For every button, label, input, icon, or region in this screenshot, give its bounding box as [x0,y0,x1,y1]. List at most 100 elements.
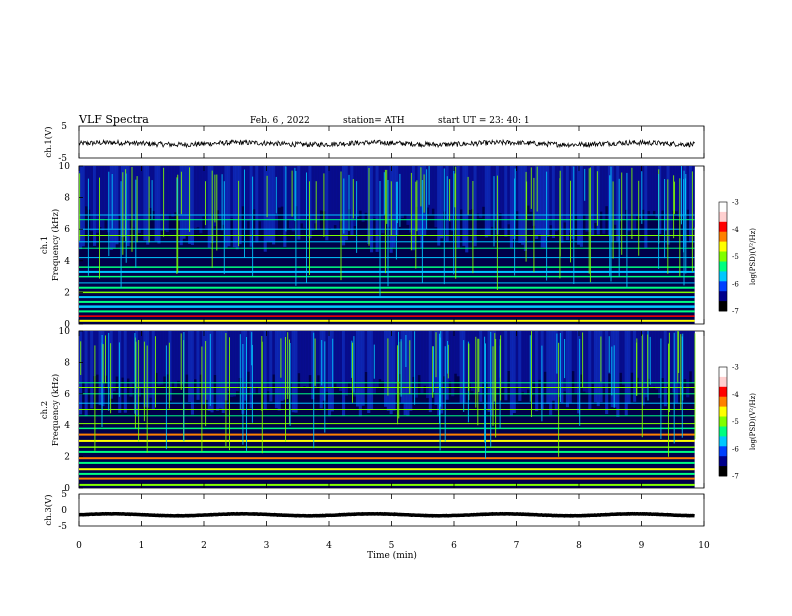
ch1-spectrogram-column [412,166,416,251]
ch1-sferic-mark [275,176,277,214]
ch1-spectrogram-column [686,166,690,210]
ch1-sferic-mark [125,173,127,263]
ch2-spectrogram-column [269,331,273,402]
ch1-sferic-mark [683,170,685,286]
ch1-waveform-line [78,138,695,149]
ch2-sferic-mark [94,345,96,451]
ch1-spectrogram-column [149,166,153,208]
ch2-spectrogram-column [347,331,351,383]
ch2-spectrogram-column [426,331,430,399]
ch1-sferic-mark [120,181,122,288]
ch2-sferic-mark [484,336,486,443]
ch2-spectrogram-column [174,331,178,388]
ch1-sferic-mark [356,181,358,253]
ch1-sferic-mark [352,179,354,219]
ch2-spectrogram-column [509,331,513,416]
ch1-spectrogram-column [577,166,581,245]
ch2-narrowband-line [79,387,695,388]
ch2-spectrogram-column [370,331,374,409]
ch2-spectrogram-column [571,331,575,372]
ch1-sferic-mark [415,181,417,269]
ch1-sferic-mark [421,180,423,284]
ch1-spectrogram-column [316,166,320,230]
ch2-sferic-mark [118,342,120,397]
ch1-colorbar-swatch [719,261,727,272]
ch1-spectrogram-column [663,166,667,232]
ch2-spectrogram-column [565,331,569,408]
ch2-spectrogram-panel: 0 2 4 6 8 10 ch.2 Frequency (kHz) [40,327,705,494]
ch1-spectrogram-column [283,166,287,247]
ch1-sferic-mark [176,177,178,274]
ch2-spectrogram-column [176,331,180,381]
ch1-narrowband-line [79,228,695,230]
ch1-spectrogram-column [451,166,455,232]
ch1-spectrogram-column [551,166,555,239]
ch2-spectrogram-column [126,331,130,379]
ch1-waveform-path [78,138,695,149]
ch1-sferic-mark [340,171,342,281]
ch2-spectrogram-column [389,331,393,415]
ch1-freq-tick-label: 6 [64,225,70,235]
ch2-freq-ticks: 0 2 4 6 8 10 [59,327,83,494]
ch1-sferic-mark [177,174,179,273]
ch2-spectrogram-column [81,331,85,384]
ch2-spectrogram-column [151,331,155,410]
ch1-spectrogram-column [263,166,267,252]
ch2-sferic-mark [201,346,203,452]
ch2-spectrogram-column [316,331,320,376]
ch2-spectrogram-column [235,331,239,392]
ch1-spectrogram-column [151,166,155,211]
ch1-spectrogram-column [246,166,250,222]
ch2-sferic-mark [649,336,651,385]
ch1-sferic-mark [446,176,448,221]
ch2-sferic-mark [134,333,136,414]
ch2-spectrogram-column [246,331,250,372]
ch1-narrowband-line [79,300,695,303]
ch1-spectrogram-column [196,166,200,228]
ch2-sferic-mark [146,345,148,453]
ch1-sferic-mark [420,167,422,207]
ch1-sferic-mark [621,172,623,255]
ch2-spectrogram-column [686,331,690,398]
ch1-sferic-mark [122,172,124,255]
time-tick-label: 4 [326,541,332,551]
ch2-sferic-mark [435,332,437,378]
ch2-spectrogram-column [308,331,312,376]
ch1-spectrogram-column [129,166,133,219]
ch1-spectrogram-column [482,166,486,207]
ch1-spectrogram-column [470,166,474,210]
ch1-colorbar-swatch [719,202,727,213]
ch2-spectrogram-column [551,331,555,401]
ch1-spectrogram-column [297,166,301,240]
ch1-narrowband-line [79,247,695,249]
ch2-narrowband-line [79,402,695,404]
ch2-spectrogram-column [549,331,553,415]
ch1-spectrogram-column [165,166,169,233]
ch2-sferic-mark [673,332,675,444]
ch2-sferic-mark [490,331,492,448]
ch1-sferic-mark [584,168,586,201]
ch1-spectrogram-column [84,166,88,207]
ch1-sferic-mark [252,176,254,276]
ch2-sferic-mark [613,345,615,408]
ch1-sferic-mark [638,180,640,256]
ch1-sferic-mark [309,181,310,275]
ch1-sferic-mark [151,180,153,220]
ch1-sferic-mark [180,171,182,215]
ch2-spectrogram-column [115,331,119,377]
ch2-spectrogram-column [277,331,281,411]
ch1-spectrogram-column [647,166,651,212]
ch1-spectrogram-column [509,166,513,248]
ch1-spectrogram-column [588,166,592,233]
ch1-sferic-mark [691,171,693,272]
ch2-spectrogram-column [577,331,581,414]
ch1-colorbar-swatch [719,271,727,282]
ch1-spectrogram-column [137,166,141,233]
ch2-narrowband-line [79,483,695,486]
ch2-spectrogram-column [661,331,665,379]
ch1-sferic-mark [396,181,398,224]
ch1-spectrogram-column [249,166,253,247]
ch1-spectrogram-column [400,166,404,218]
